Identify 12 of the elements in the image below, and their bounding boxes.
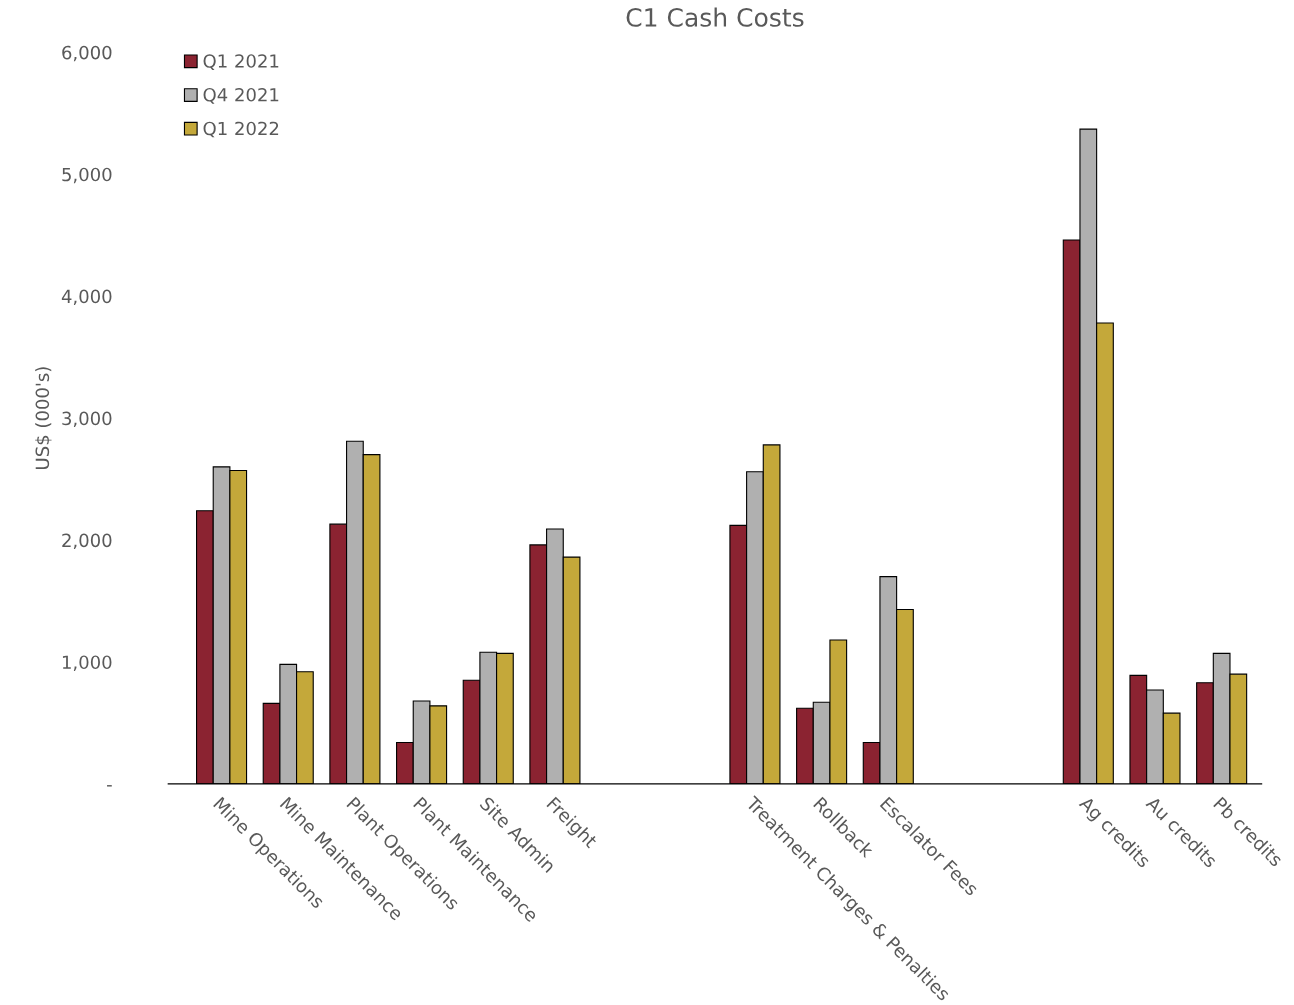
y-tick-label: 1,000 <box>62 655 112 671</box>
y-tick-label: 4,000 <box>61 289 112 306</box>
y-axis-title: US$ (000's) <box>35 367 52 469</box>
y-tick-label: - <box>107 785 112 787</box>
legend-label: Q4 2021 <box>203 87 279 104</box>
y-tick-label: 5,000 <box>62 167 112 184</box>
legend-label: Q1 2021 <box>203 54 279 70</box>
legend-label: Q1 2022 <box>203 121 279 138</box>
y-tick-label: 2,000 <box>62 533 112 549</box>
y-tick-label: 6,000 <box>62 45 112 62</box>
y-tick-label: 3,000 <box>62 411 112 428</box>
chart-title: C1 Cash Costs <box>626 7 804 27</box>
